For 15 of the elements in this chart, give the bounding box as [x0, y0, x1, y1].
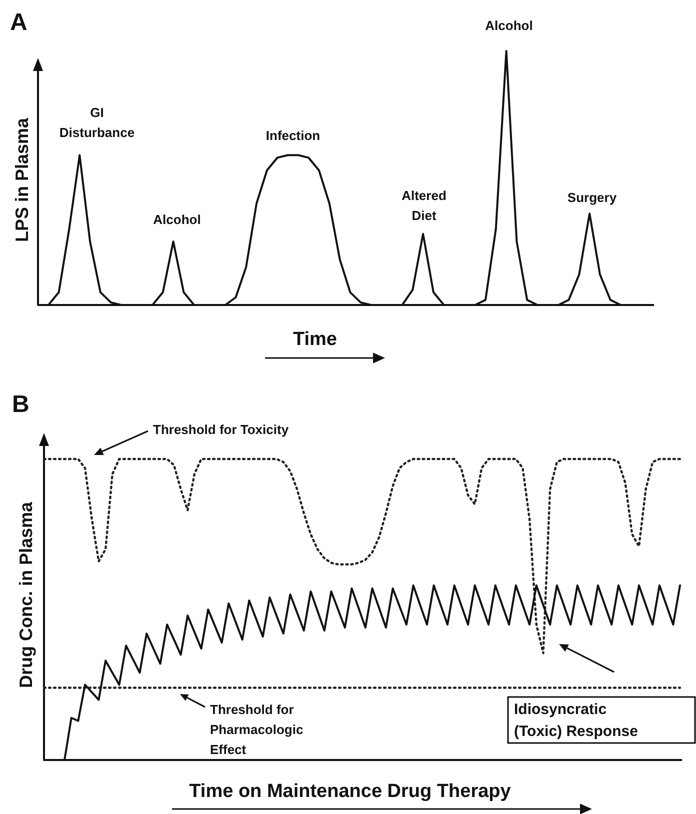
ref-line-label: Threshold for Pharmacologic Effect	[210, 702, 304, 757]
x-axis-title: Time	[292, 329, 338, 350]
x-axis-title: Time on Maintenance Drug Therapy	[189, 781, 512, 802]
annotation: GI Disturbance	[59, 105, 135, 140]
annotation: Idiosyncratic (Toxic) Response	[514, 701, 638, 740]
y-axis-title: Drug Conc. in Plasma	[16, 500, 36, 688]
chart-title: A	[10, 9, 28, 36]
annotation: Alcohol	[153, 212, 201, 227]
text: Threshold for Toxicity	[153, 422, 290, 437]
text: Alcohol	[485, 18, 533, 33]
annotation: Infection	[266, 128, 320, 143]
annotation: Surgery	[567, 190, 618, 205]
y-axis-title: LPS in Plasma	[12, 116, 32, 242]
annotation: Altered Diet	[402, 188, 446, 223]
chart-title: B	[12, 391, 30, 418]
